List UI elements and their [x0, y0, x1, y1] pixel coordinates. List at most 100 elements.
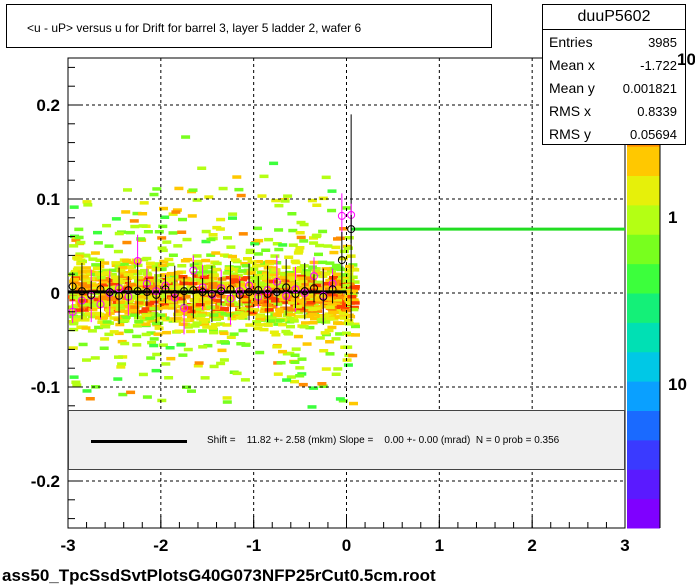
heatmap-cell	[216, 217, 226, 222]
black-profile-point	[328, 285, 337, 294]
heatmap-cell	[76, 325, 86, 330]
heatmap-cell	[283, 296, 293, 300]
heatmap-cell	[78, 299, 88, 303]
heatmap-cell	[217, 277, 227, 281]
heatmap-cell	[152, 262, 162, 266]
heatmap-cell	[110, 275, 120, 279]
heatmap-cell	[135, 285, 145, 289]
heatmap-cell	[321, 272, 331, 276]
heatmap-cell	[152, 352, 162, 357]
heatmap-cell	[116, 280, 125, 284]
heatmap-cell	[166, 271, 176, 276]
heatmap-cell	[229, 272, 239, 276]
heatmap-cell	[98, 295, 108, 300]
heatmap-cell	[109, 268, 118, 273]
heatmap-cell	[195, 278, 205, 282]
heatmap-cell	[118, 266, 128, 270]
heatmap-cell	[134, 320, 144, 324]
heatmap-cell	[102, 223, 112, 228]
chart-title-box: <u - uP> versus u for Drift for barrel 3…	[6, 4, 492, 48]
palette-segment	[627, 351, 660, 382]
heatmap-cell	[165, 346, 175, 350]
heatmap-cell	[106, 297, 116, 301]
fit-legend-text: Shift = 11.82 +- 2.58 (mkm) Slope = 0.00…	[207, 435, 560, 446]
heatmap-cell	[84, 305, 94, 310]
heatmap-cell	[116, 300, 126, 304]
heatmap-cell	[288, 243, 298, 247]
heatmap-cell	[157, 398, 167, 403]
heatmap-cell	[186, 329, 196, 334]
heatmap-cell	[240, 295, 250, 299]
heatmap-cell	[82, 266, 91, 270]
heatmap-cell	[168, 231, 178, 235]
heatmap-cell	[75, 252, 85, 256]
heatmap-cell	[113, 377, 123, 381]
heatmap-cell	[320, 301, 330, 306]
stats-box: duuP5602 Entries 3985 Mean x -1.722 Mean…	[542, 4, 686, 145]
heatmap-cell	[292, 267, 302, 271]
heatmap-cell	[323, 282, 333, 286]
heatmap-cell	[99, 346, 109, 350]
heatmap-cell	[308, 265, 317, 269]
heatmap-cell	[198, 329, 207, 333]
black-profile-point	[161, 285, 170, 294]
heatmap-cell	[286, 285, 296, 289]
heatmap-cell	[331, 372, 341, 376]
heatmap-cell	[325, 340, 335, 344]
heatmap-cell	[183, 347, 193, 352]
heatmap-cell	[265, 259, 275, 264]
heatmap-cell	[208, 285, 217, 289]
stats-row-mean-y: Mean y 0.001821	[543, 76, 685, 99]
heatmap-cell	[70, 269, 80, 274]
y-tick-label: -0.2	[31, 472, 60, 491]
heatmap-cell	[237, 269, 247, 273]
heatmap-cell	[200, 376, 210, 380]
heatmap-cell	[270, 299, 280, 303]
heatmap-cell	[209, 330, 219, 335]
heatmap-cell	[287, 272, 297, 277]
heatmap-cell	[218, 284, 228, 288]
heatmap-cell	[86, 277, 96, 281]
heatmap-cell	[339, 316, 349, 320]
heatmap-cell	[117, 339, 127, 344]
heatmap-cell	[221, 281, 230, 285]
heatmap-cell	[287, 212, 297, 216]
heatmap-cell	[243, 257, 252, 261]
heatmap-cell	[196, 281, 206, 285]
heatmap-cell	[71, 318, 81, 322]
fit-legend-box: Shift = 11.82 +- 2.58 (mkm) Slope = 0.00…	[68, 410, 625, 470]
heatmap-cell	[331, 263, 341, 268]
heatmap-cell	[206, 253, 216, 257]
heatmap-cell	[204, 300, 214, 305]
heatmap-cell	[238, 328, 248, 333]
black-profile-point	[254, 286, 263, 295]
heatmap-cell	[171, 277, 181, 281]
heatmap-cell	[203, 343, 213, 348]
heatmap-cell	[292, 292, 302, 297]
heatmap-cell	[349, 285, 359, 289]
heatmap-cell	[212, 284, 222, 288]
heatmap-cell	[305, 294, 315, 299]
black-profile-point	[347, 225, 356, 234]
heatmap-cell	[168, 317, 178, 321]
heatmap-cell	[349, 307, 359, 312]
heatmap-cell	[96, 275, 106, 280]
heatmap-cell	[216, 361, 226, 366]
heatmap-cell	[193, 266, 203, 270]
heatmap-cell	[195, 307, 205, 312]
heatmap-cell	[113, 249, 123, 254]
heatmap-cell	[118, 291, 128, 296]
y-tick-label: -0.1	[31, 378, 60, 397]
black-profile-point	[337, 256, 346, 265]
heatmap-cell	[230, 258, 240, 262]
heatmap-cell	[302, 269, 312, 273]
black-profile-point	[310, 284, 319, 293]
stats-key: RMS y	[549, 126, 591, 142]
heatmap-cell	[198, 345, 208, 349]
heatmap-cell	[74, 227, 84, 232]
heatmap-cell	[344, 272, 354, 276]
heatmap-cell	[120, 278, 130, 283]
heatmap-cell	[218, 186, 228, 191]
heatmap-cell	[201, 258, 211, 263]
heatmap-cell	[278, 349, 287, 354]
